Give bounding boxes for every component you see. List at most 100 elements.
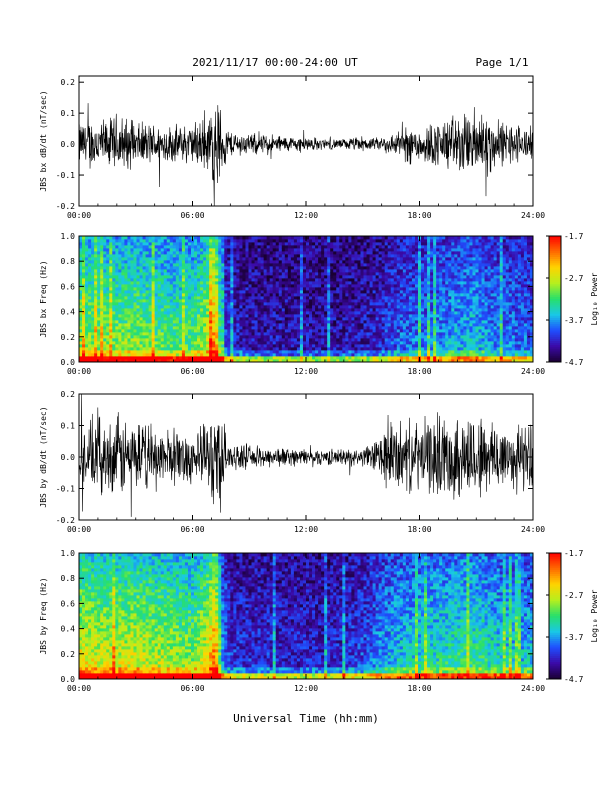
spectrogram-cell: [85, 344, 89, 348]
spectrogram-cell: [424, 317, 428, 321]
spectrogram-cell: [327, 341, 331, 345]
spectrogram-cell: [200, 296, 204, 300]
spectrogram-cell: [239, 275, 243, 279]
spectrogram-cell: [393, 239, 398, 243]
spectrogram-cell: [378, 329, 383, 333]
spectrogram-cell: [318, 326, 322, 330]
spectrogram-cell: [97, 314, 101, 318]
spectrogram-cell: [160, 341, 165, 345]
spectrogram-cell: [239, 257, 243, 261]
spectrogram-cell: [372, 257, 377, 261]
spectrogram-cell: [378, 356, 383, 360]
spectrogram-cell: [112, 236, 116, 240]
spectrogram-cell: [369, 329, 373, 333]
spectrogram-cell: [178, 272, 183, 276]
spectrogram-cell: [239, 314, 243, 318]
spectrogram-cell: [278, 329, 283, 333]
spectrogram-cell: [142, 338, 146, 342]
spectrogram-cell: [218, 254, 222, 258]
spectrogram-cell: [79, 350, 83, 354]
spectrogram-cell: [302, 257, 307, 261]
spectrogram-cell: [236, 338, 240, 342]
spectrogram-cell: [151, 290, 156, 294]
spectrogram-cell: [275, 350, 280, 354]
spectrogram-cell: [281, 317, 286, 321]
spectrogram-cell: [390, 254, 395, 258]
spectrogram-cell: [330, 287, 334, 291]
spectrogram-cell: [257, 257, 261, 261]
spectrogram-cell: [399, 272, 404, 276]
spectrogram-cell: [363, 257, 367, 261]
spectrogram-cell: [351, 299, 355, 303]
spectrogram-cell: [363, 320, 367, 324]
spectrogram-cell: [115, 353, 119, 357]
spectrogram-cell: [172, 296, 177, 300]
spectrogram-cell: [393, 347, 398, 351]
spectrogram-cell: [148, 239, 153, 243]
spectrogram-cell: [315, 338, 319, 342]
spectrogram-cell: [381, 263, 386, 267]
spectrogram-cell: [390, 275, 395, 279]
spectrogram-cell: [88, 260, 92, 264]
spectrogram-cell: [427, 317, 431, 321]
spectrogram-cell: [369, 293, 373, 297]
spectrogram-cell: [281, 260, 286, 264]
spectrogram-cell: [206, 248, 210, 252]
spectrogram-cell: [399, 293, 404, 297]
spectrogram-cell: [121, 335, 125, 339]
spectrogram-cell: [324, 290, 328, 294]
spectrogram-cell: [351, 257, 355, 261]
spectrogram-cell: [296, 284, 301, 288]
spectrogram-cell: [336, 332, 340, 336]
spectrogram-cell: [287, 320, 292, 324]
spectrogram-cell: [166, 338, 171, 342]
spectrogram-cell: [215, 254, 219, 258]
spectrogram-cell: [190, 263, 195, 267]
spectrogram-cell: [275, 284, 280, 288]
spectrogram-cell: [130, 350, 134, 354]
spectrogram-cell: [218, 338, 222, 342]
spectrogram-cell: [139, 269, 143, 273]
spectrogram-cell: [396, 272, 401, 276]
spectrogram-cell: [197, 353, 201, 357]
spectrogram-cell: [148, 254, 153, 258]
spectrogram-cell: [293, 332, 298, 336]
spectrogram-cell: [91, 254, 95, 258]
spectrogram-cell: [287, 356, 292, 360]
spectrogram-cell: [121, 254, 125, 258]
spectrogram-cell: [411, 245, 416, 249]
spectrogram-cell: [206, 278, 210, 282]
spectrogram-cell: [190, 293, 195, 297]
spectrogram-cell: [375, 344, 380, 348]
spectrogram-cell: [296, 302, 301, 306]
spectrogram-cell: [360, 245, 364, 249]
spectrogram-cell: [369, 260, 373, 264]
spectrogram-cell: [363, 341, 367, 345]
spectrogram-cell: [372, 284, 377, 288]
spectrogram-cell: [79, 302, 83, 306]
spectrogram-cell: [178, 341, 183, 345]
spectrogram-cell: [278, 308, 283, 312]
spectrogram-cell: [363, 323, 367, 327]
spectrogram-cell: [287, 236, 292, 240]
spectrogram-cell: [275, 251, 280, 255]
spectrogram-cell: [148, 329, 153, 333]
spectrogram-cell: [251, 308, 255, 312]
spectrogram-cell: [427, 245, 431, 249]
spectrogram-cell: [218, 305, 222, 309]
spectrogram-cell: [278, 341, 283, 345]
spectrogram-cell: [212, 359, 216, 363]
spectrogram-cell: [287, 350, 292, 354]
spectrogram-cell: [321, 239, 325, 243]
spectrogram-cell: [100, 329, 104, 333]
spectrogram-cell: [121, 266, 125, 270]
spectrogram-cell: [272, 302, 277, 306]
spectrogram-cell: [169, 269, 174, 273]
spectrogram-cell: [427, 272, 431, 276]
spectrogram-cell: [160, 308, 165, 312]
spectrogram-cell: [427, 305, 431, 309]
spectrogram-cell: [166, 266, 171, 270]
spectrogram-cell: [215, 329, 219, 333]
spectrogram-cell: [206, 308, 210, 312]
spectrogram-cell: [354, 266, 358, 270]
